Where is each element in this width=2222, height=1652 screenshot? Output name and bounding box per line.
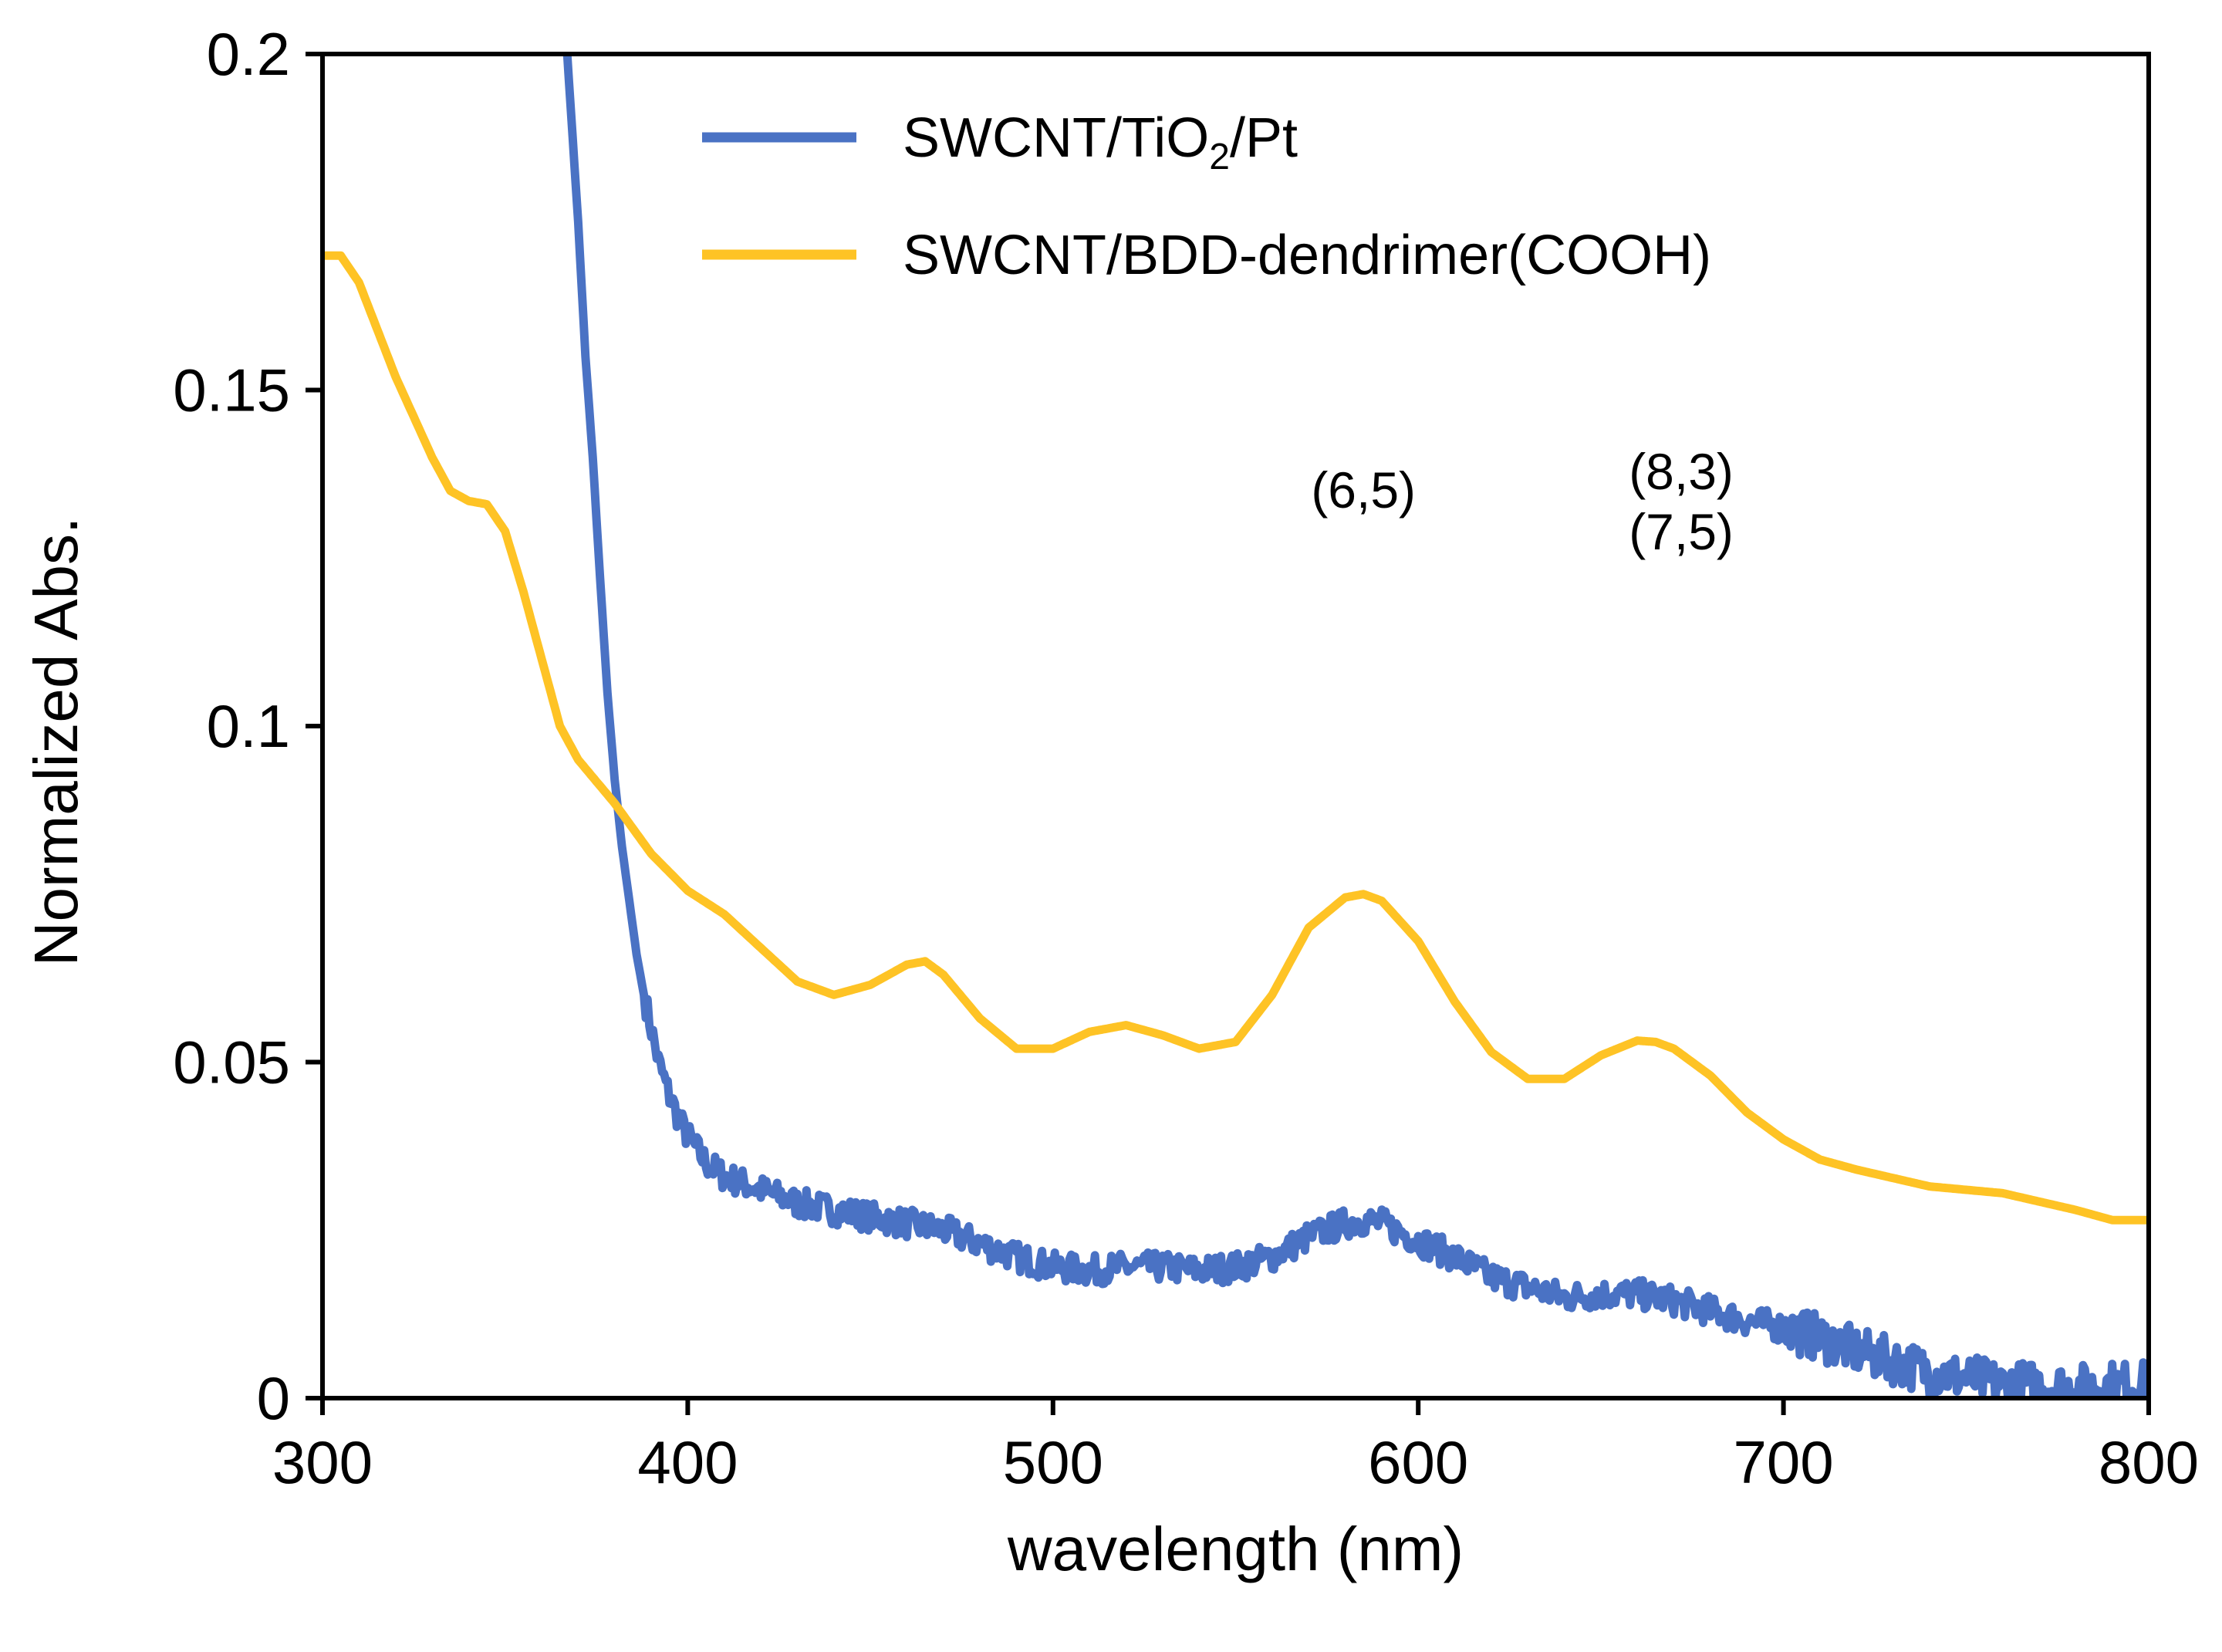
legend-label-2: SWCNT/BDD-dendrimer(COOH) [903, 225, 1711, 286]
legend: SWCNT/TiO2/Pt SWCNT/BDD-dendrimer(COOH) [702, 107, 1711, 286]
x-tick-label: 300 [272, 1428, 373, 1496]
x-tick-label: 400 [637, 1428, 738, 1496]
y-tick-label: 0.1 [207, 692, 290, 760]
x-tick-label: 600 [1368, 1428, 1468, 1496]
x-tick-label: 700 [1734, 1428, 1834, 1496]
y-axis-title: Normalized Abs. [22, 517, 90, 966]
y-tick-label: 0 [257, 1364, 290, 1432]
series-line-1 [562, 54, 2149, 1398]
series-layer [322, 54, 2149, 1398]
x-tick-label: 800 [2099, 1428, 2199, 1496]
y-tick-label: 0.2 [207, 20, 290, 88]
series-line-2 [322, 251, 2149, 1225]
x-axis-title: wavelength (nm) [1007, 1515, 1464, 1583]
annotations: (6,5) (8,3) (7,5) [1311, 443, 1734, 560]
y-tick-label: 0.15 [173, 356, 290, 424]
ticks-layer: 300 400 500 600 700 800 0 0.05 0.1 0.15 0.2 [173, 20, 2199, 1496]
annotation-2: (8,3) (7,5) [1629, 443, 1734, 560]
y-tick-label: 0.05 [173, 1029, 290, 1096]
x-tick-label: 500 [1003, 1428, 1103, 1496]
annotation-1: (6,5) [1311, 461, 1416, 519]
legend-label-1: SWCNT/TiO2/Pt [903, 107, 1298, 177]
